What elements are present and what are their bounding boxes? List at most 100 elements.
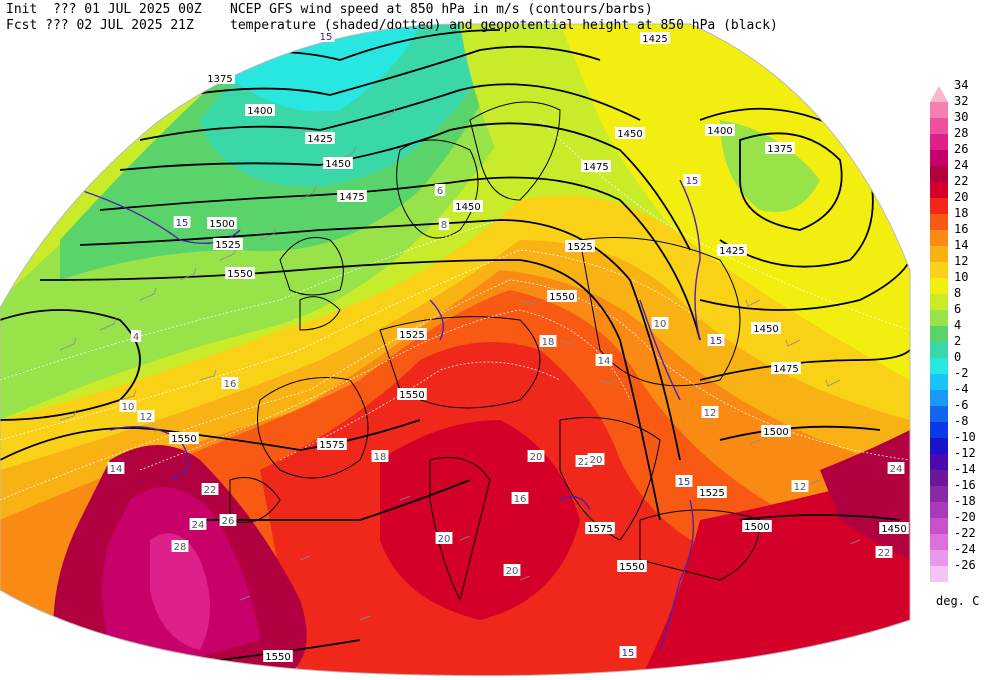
svg-text:1425: 1425 [307, 134, 332, 145]
height-contour-label: 1475 [771, 362, 801, 375]
colorbar-tick-label: 20 [954, 190, 969, 204]
chart-title-line1: NCEP GFS wind speed at 850 hPa in m/s (c… [230, 2, 653, 17]
isotherm-label: 26 [219, 514, 237, 527]
colorbar-swatch [930, 390, 948, 406]
colorbar-swatch [930, 246, 948, 262]
colorbar-level: 10 [930, 270, 1000, 294]
svg-text:1425: 1425 [642, 34, 667, 45]
colorbar-tick-label: 14 [954, 238, 969, 252]
colorbar-level: 14 [930, 238, 1000, 262]
svg-text:1450: 1450 [753, 324, 778, 335]
height-contour-label: 1525 [565, 240, 595, 253]
colorbar-level: 6 [930, 302, 1000, 326]
isotherm-label: 16 [221, 377, 239, 390]
svg-text:18: 18 [374, 452, 387, 463]
colorbar-top-arrow [930, 86, 948, 102]
svg-text:24: 24 [192, 520, 205, 531]
svg-text:15: 15 [710, 336, 723, 347]
svg-text:8: 8 [441, 220, 447, 231]
colorbar-tick-label: -22 [954, 526, 976, 540]
isotherm-label: 12 [137, 410, 155, 423]
height-contour-label: 1525 [397, 328, 427, 341]
svg-text:20: 20 [530, 452, 543, 463]
colorbar-swatch [930, 118, 948, 134]
height-contour-label: 1375 [205, 72, 235, 85]
svg-text:18: 18 [542, 337, 555, 348]
svg-text:1450: 1450 [325, 159, 350, 170]
colorbar-level: 20 [930, 190, 1000, 214]
svg-text:28: 28 [174, 542, 187, 553]
wind-contour-label: 15 [707, 334, 725, 347]
temp-band-28 [150, 533, 210, 650]
colorbar-tick-label: 4 [954, 318, 962, 332]
colorbar-swatch [930, 438, 948, 454]
colorbar-tick-label: 10 [954, 270, 969, 284]
colorbar-swatch [930, 278, 948, 294]
colorbar-tick-label: -24 [954, 542, 976, 556]
svg-text:20: 20 [590, 455, 603, 466]
colorbar-level: -20 [930, 510, 1000, 534]
svg-text:1475: 1475 [773, 364, 798, 375]
height-contours [0, 29, 910, 661]
svg-text:1525: 1525 [699, 488, 724, 499]
colorbar-tick-label: -10 [954, 430, 976, 444]
colorbar-level: -24 [930, 542, 1000, 566]
isotherm-label: 10 [119, 400, 137, 413]
isotherm-label: 20 [503, 564, 521, 577]
svg-text:16: 16 [224, 379, 237, 390]
isotherm-label: 18 [539, 335, 557, 348]
height-contour-label: 1475 [337, 190, 367, 203]
colorbar-swatch [930, 342, 948, 358]
colorbar-level: 16 [930, 222, 1000, 246]
colorbar-tick-label: 28 [954, 126, 969, 140]
wind-barbs [59, 105, 861, 621]
wind-contour-label: 15 [683, 174, 701, 187]
svg-text:1500: 1500 [744, 522, 769, 533]
isotherm-label: 16 [511, 492, 529, 505]
svg-text:1525: 1525 [567, 242, 592, 253]
colorbar-level: 22 [930, 174, 1000, 198]
isotherm-label: 20 [527, 450, 545, 463]
colorbar-tick-label: 18 [954, 206, 969, 220]
svg-text:1550: 1550 [549, 292, 574, 303]
svg-text:22: 22 [578, 457, 591, 468]
isotherm-label: 12 [791, 480, 809, 493]
svg-text:12: 12 [140, 412, 153, 423]
colorbar-tick-label: 34 [954, 78, 969, 92]
colorbar-tick-label: 24 [954, 158, 969, 172]
colorbar-level: -10 [930, 430, 1000, 454]
colorbar-level: 18 [930, 206, 1000, 230]
colorbar-tick-label: -26 [954, 558, 976, 572]
height-contour-label: 1550 [547, 290, 577, 303]
svg-text:1450: 1450 [455, 202, 480, 213]
colorbar-swatch [930, 406, 948, 422]
svg-text:1450: 1450 [617, 129, 642, 140]
svg-text:16: 16 [514, 494, 527, 505]
colorbar-tick-label: 16 [954, 222, 969, 236]
colorbar-swatch [930, 534, 948, 550]
svg-text:26: 26 [222, 516, 235, 527]
colorbar-swatch [930, 166, 948, 182]
colorbar-tick-label: -6 [954, 398, 969, 412]
svg-text:1550: 1550 [619, 562, 644, 573]
colorbar-tick-label: -18 [954, 494, 976, 508]
colorbar-level: 2 [930, 334, 1000, 358]
svg-text:20: 20 [438, 534, 451, 545]
svg-text:1525: 1525 [399, 330, 424, 341]
colorbar-swatch [930, 102, 948, 118]
svg-text:1550: 1550 [265, 652, 290, 663]
svg-text:1375: 1375 [767, 144, 792, 155]
colorbar-swatch [930, 550, 948, 566]
colorbar-tick-label: 26 [954, 142, 969, 156]
svg-text:4: 4 [133, 332, 139, 343]
height-contour-label: 1575 [317, 438, 347, 451]
svg-text:1500: 1500 [209, 219, 234, 230]
colorbar-level: -16 [930, 478, 1000, 502]
height-contour-label: 1375 [765, 142, 795, 155]
colorbar-level: -2 [930, 366, 1000, 390]
svg-text:15: 15 [176, 218, 189, 229]
colorbar-level: 4 [930, 318, 1000, 342]
isotherm-label: 10 [651, 317, 669, 330]
colorbar-tick-label: -14 [954, 462, 976, 476]
colorbar-level: 32 [930, 94, 1000, 118]
